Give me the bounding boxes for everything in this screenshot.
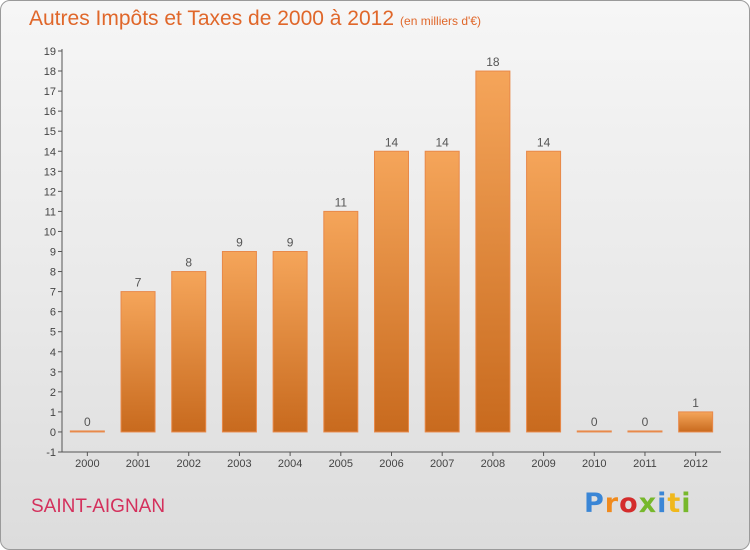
y-tick-label: 14 xyxy=(44,146,56,158)
bar xyxy=(272,251,308,433)
y-tick-label: -1 xyxy=(46,447,56,459)
x-tick-label: 2008 xyxy=(481,458,505,470)
y-tick-label: 8 xyxy=(50,267,56,279)
y-tick-label: 4 xyxy=(50,347,56,359)
x-tick-label: 2004 xyxy=(278,458,302,470)
y-tick-label: 2 xyxy=(50,387,56,399)
y-tick-label: 5 xyxy=(50,327,56,339)
bar xyxy=(627,430,663,433)
y-tick-label: 17 xyxy=(44,86,56,98)
x-tick-label: 2010 xyxy=(582,458,606,470)
y-tick-label: 3 xyxy=(50,367,56,379)
bar xyxy=(171,271,207,433)
y-tick-label: 1 xyxy=(50,407,56,419)
bar xyxy=(221,251,257,433)
chart-unit: (en milliers d'€) xyxy=(400,14,482,28)
y-tick-label: 12 xyxy=(44,186,56,198)
bar-value-label: 0 xyxy=(84,415,91,429)
bar xyxy=(69,430,105,433)
x-tick-label: 2003 xyxy=(227,458,251,470)
y-tick-label: 15 xyxy=(44,126,56,138)
x-tick-label: 2002 xyxy=(176,458,200,470)
y-tick-label: 16 xyxy=(44,106,56,118)
bar xyxy=(475,70,511,433)
y-tick-label: 19 xyxy=(44,46,56,58)
y-tick-label: 6 xyxy=(50,307,56,319)
y-tick-label: 9 xyxy=(50,247,56,259)
x-tick-label: 2007 xyxy=(430,458,454,470)
y-tick-label: 7 xyxy=(50,287,56,299)
x-tick-label: 2000 xyxy=(75,458,99,470)
bar xyxy=(424,150,460,433)
bar-value-label: 14 xyxy=(537,135,551,149)
bar-value-label: 11 xyxy=(335,195,348,209)
x-tick-label: 2011 xyxy=(633,458,657,470)
bar xyxy=(374,150,409,433)
bar-value-label: 1 xyxy=(692,396,699,410)
bar-value-label: 0 xyxy=(591,415,598,429)
bar-value-label: 14 xyxy=(436,135,450,149)
y-tick-label: 0 xyxy=(50,427,56,439)
y-tick-label: 13 xyxy=(44,166,56,178)
bar-value-label: 8 xyxy=(185,256,192,270)
bar xyxy=(120,291,156,433)
bar-value-label: 14 xyxy=(385,135,399,149)
town-name: SAINT-AIGNAN xyxy=(31,496,166,517)
x-tick-label: 2005 xyxy=(329,458,353,470)
chart-title: Autres Impôts et Taxes de 2000 à 2012 (en… xyxy=(29,7,482,30)
proxiti-logo: Proxiti xyxy=(584,488,692,519)
x-tick-label: 2006 xyxy=(379,458,403,470)
x-tick-label: 2001 xyxy=(126,458,150,470)
bar-value-label: 9 xyxy=(287,236,294,250)
y-tick-label: 18 xyxy=(44,66,56,78)
bar-value-label: 18 xyxy=(486,55,500,69)
bar-value-label: 9 xyxy=(236,236,243,250)
y-tick-label: 10 xyxy=(44,226,56,238)
x-tick-label: 2012 xyxy=(683,458,707,470)
bar-value-label: 7 xyxy=(135,276,142,290)
y-tick-label: 11 xyxy=(45,206,56,218)
bar xyxy=(576,430,612,433)
bar xyxy=(526,150,562,433)
x-tick-label: 2009 xyxy=(531,458,555,470)
bar xyxy=(323,210,359,433)
bar-value-label: 0 xyxy=(642,415,649,429)
bar xyxy=(678,411,714,433)
